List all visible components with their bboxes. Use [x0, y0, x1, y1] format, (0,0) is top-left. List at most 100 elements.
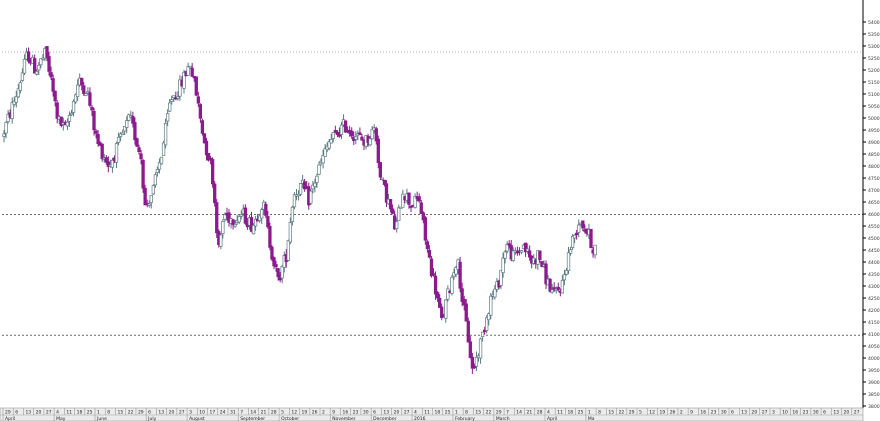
- candle-down: [419, 202, 423, 214]
- x-day-label: 8: [465, 410, 468, 416]
- candle-up: [20, 72, 25, 81]
- x-day-label: 20: [169, 410, 175, 416]
- candle-down: [143, 187, 147, 206]
- y-axis: 3800 3850 3900 3950 4000 4050 4100 4150 4200 4250…: [862, 0, 880, 410]
- x-day-label: 11: [424, 410, 430, 416]
- x-day-label: 13: [833, 410, 839, 416]
- x-day-label: 4: [414, 410, 417, 416]
- x-day-label: 14: [250, 410, 256, 416]
- candle-up: [525, 248, 530, 252]
- candle-down: [266, 216, 270, 228]
- candle-down: [276, 268, 280, 278]
- candle-down: [460, 288, 464, 302]
- x-day-label: 28: [537, 410, 543, 416]
- x-month-label: October: [281, 416, 299, 421]
- candle-down: [464, 303, 468, 322]
- candle-down: [80, 77, 84, 86]
- candle-up: [182, 71, 186, 89]
- y-tick-label: 3850: [868, 392, 880, 398]
- x-day-label: 18: [567, 410, 573, 416]
- candle-down: [131, 116, 135, 124]
- candle-up: [151, 185, 155, 195]
- x-day-label: 1: [588, 410, 591, 416]
- candle-down: [88, 92, 92, 106]
- x-day-label: 9: [690, 410, 693, 416]
- candle-up: [223, 214, 227, 220]
- candle-up: [16, 88, 20, 98]
- candle-down: [33, 58, 37, 74]
- x-day-label: 8: [107, 410, 110, 416]
- x-month-label: February: [455, 416, 475, 421]
- candle-up: [593, 244, 597, 256]
- candle-down: [438, 297, 442, 308]
- y-tick-label: 4200: [868, 308, 880, 314]
- candle-up: [176, 96, 180, 99]
- candle-down: [135, 138, 139, 147]
- candle-down: [96, 134, 100, 144]
- y-tick-label: 4750: [868, 176, 880, 182]
- x-day-label: 6: [823, 410, 826, 416]
- candle-down: [264, 203, 268, 216]
- x-day-label: 29: [138, 410, 144, 416]
- y-tick-label: 4600: [868, 212, 880, 218]
- x-day-label: 23: [711, 410, 717, 416]
- x-day-label: 7: [240, 410, 243, 416]
- x-day-label: 6: [373, 410, 376, 416]
- x-day-label: 22: [619, 410, 625, 416]
- x-day-label: 2: [680, 410, 683, 416]
- candle-up: [4, 122, 8, 134]
- y-tick-label: 3800: [868, 404, 880, 410]
- x-day-label: 2: [322, 410, 325, 416]
- candle-down: [94, 130, 98, 134]
- x-day-label: 29: [5, 410, 11, 416]
- candle-down: [527, 250, 532, 258]
- candle-down: [407, 192, 411, 205]
- x-day-label: 23: [803, 410, 809, 416]
- candle-up: [313, 182, 317, 187]
- candle-up: [474, 356, 479, 367]
- y-tick-label: 5000: [868, 116, 880, 122]
- candle-up: [380, 177, 385, 180]
- x-day-label: 25: [445, 410, 451, 416]
- candle-up: [221, 221, 225, 234]
- candle-up: [444, 299, 448, 319]
- x-day-label: 14: [516, 410, 522, 416]
- x-day-label: 1: [455, 410, 458, 416]
- candle-down: [472, 366, 477, 369]
- candle-down: [427, 249, 432, 258]
- candle-up: [577, 224, 581, 233]
- candle-up: [65, 121, 70, 127]
- x-day-label: 6: [148, 410, 151, 416]
- candle-down: [470, 356, 475, 369]
- candle-down: [231, 219, 235, 225]
- candle-down: [384, 183, 389, 203]
- candle-up: [298, 182, 303, 195]
- candle-down: [274, 264, 278, 268]
- x-day-label: 30: [813, 410, 819, 416]
- candle-up: [37, 64, 41, 71]
- candle-up: [67, 115, 72, 122]
- candle-down: [272, 257, 276, 267]
- x-day-label: 21: [261, 410, 267, 416]
- candle-down: [358, 132, 362, 135]
- candle-up: [395, 221, 399, 229]
- y-tick-label: 3900: [868, 380, 880, 386]
- candle-down: [483, 329, 487, 332]
- candle-up: [550, 289, 554, 293]
- x-axis: 29 6 13 20 27 4 11 18 25 1 8 15 22 29 6 13 20 27 3 10 17 24 31…: [0, 407, 864, 421]
- candle-down: [202, 133, 207, 144]
- candle-down: [466, 320, 470, 343]
- candle-down: [333, 130, 338, 133]
- x-month-label: May: [56, 416, 66, 421]
- x-day-label: 21: [527, 410, 533, 416]
- candle-up: [572, 234, 577, 239]
- candle-up: [290, 206, 295, 223]
- candle-up: [188, 65, 192, 69]
- x-day-label: 18: [435, 410, 441, 416]
- y-tick-label: 4500: [868, 236, 880, 242]
- candle-down: [440, 306, 444, 318]
- candle-down: [360, 136, 364, 141]
- y-tick-label: 4950: [868, 128, 880, 134]
- candle-down: [249, 217, 254, 232]
- y-tick-label: 4150: [868, 320, 880, 326]
